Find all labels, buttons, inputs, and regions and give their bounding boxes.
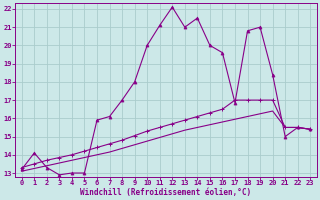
X-axis label: Windchill (Refroidissement éolien,°C): Windchill (Refroidissement éolien,°C) [80, 188, 252, 197]
